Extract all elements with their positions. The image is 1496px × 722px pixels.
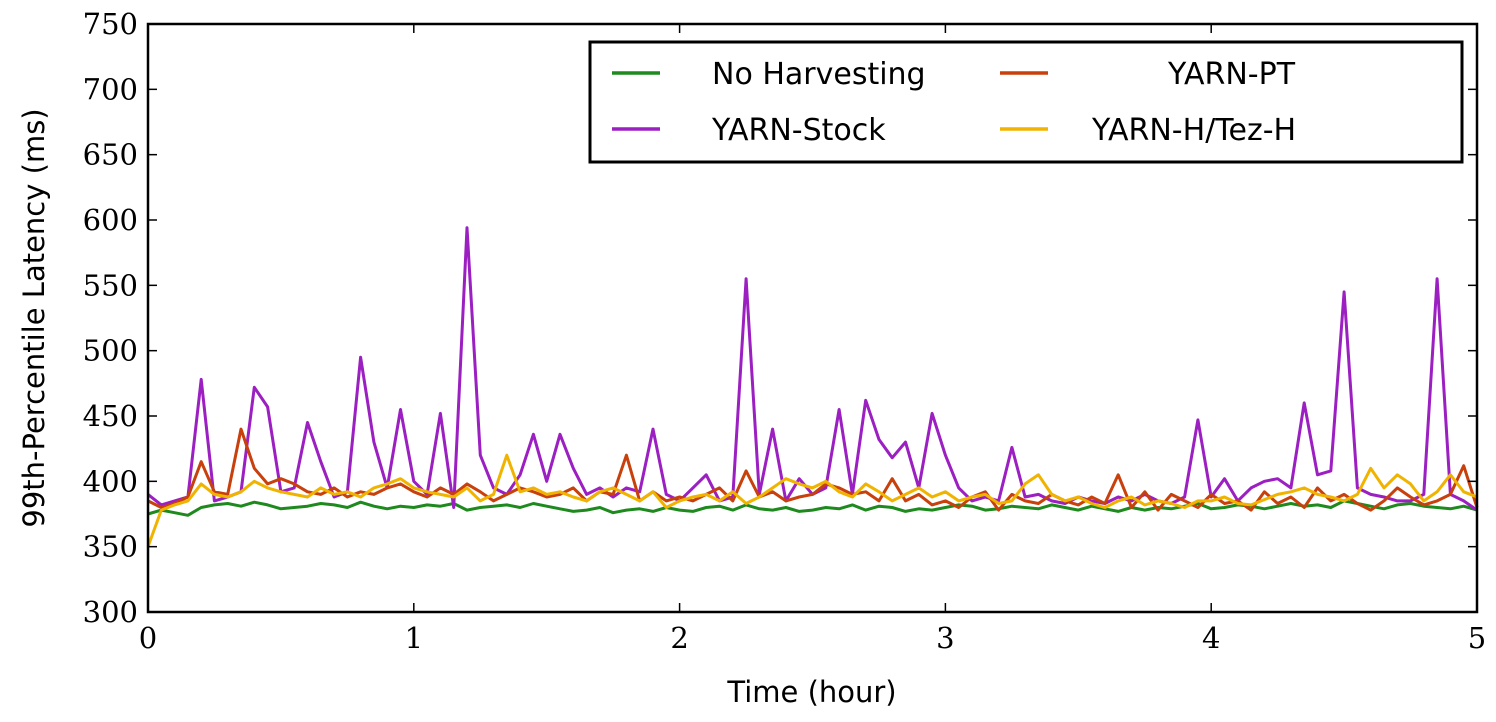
y-tick-label: 450: [83, 399, 138, 433]
x-tick-label: 5: [1468, 621, 1486, 655]
series-line: [147, 499, 1478, 517]
plot-frame: [146, 22, 1479, 614]
series-line: [147, 226, 1478, 512]
y-tick-label: 500: [83, 334, 138, 368]
series-line: [147, 427, 1479, 512]
x-axis-label: Time (hour): [726, 675, 896, 709]
legend-label: No Harvesting: [712, 57, 926, 92]
y-tick-label: 750: [83, 7, 138, 41]
y-tick-label: 650: [83, 138, 138, 172]
series-line: [146, 453, 1478, 548]
y-axis-label: 99th-Percentile Latency (ms): [17, 108, 51, 527]
y-tick-label: 600: [83, 203, 138, 237]
x-tick-label: 4: [1202, 621, 1220, 655]
y-tick-label: 400: [83, 464, 138, 498]
y-tick-label: 550: [83, 268, 138, 302]
x-tick-label: 3: [936, 621, 954, 655]
y-tick-label: 700: [83, 72, 138, 106]
x-tick-label: 1: [405, 621, 423, 655]
y-tick-label: 300: [83, 595, 138, 629]
legend-label: YARN-Stock: [711, 113, 886, 148]
x-tick-label: 0: [139, 621, 157, 655]
legend-box: [588, 40, 1464, 164]
legend-label: YARN-H/Tez-H: [1091, 113, 1296, 148]
y-tick-label: 350: [83, 530, 138, 564]
x-tick-label: 2: [670, 621, 688, 655]
legend-label: YARN-PT: [1167, 57, 1296, 92]
